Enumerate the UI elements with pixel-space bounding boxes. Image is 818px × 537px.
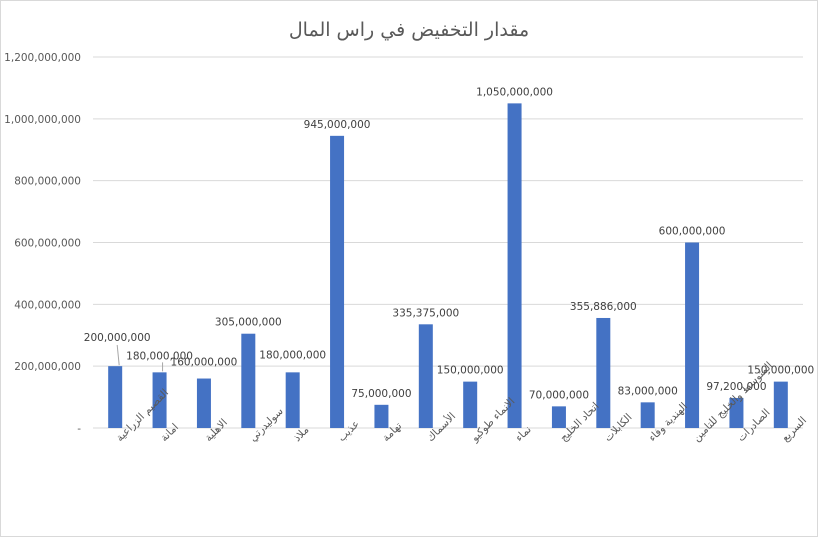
bar	[152, 372, 167, 428]
bar	[241, 333, 256, 428]
data-label: 1,050,000,000	[476, 86, 553, 98]
bar	[285, 372, 300, 428]
bar	[330, 135, 345, 428]
data-label: 945,000,000	[304, 119, 371, 131]
bar	[374, 404, 389, 428]
data-label: 335,375,000	[392, 307, 459, 319]
y-tick-label: 600,000,000	[14, 238, 81, 250]
y-tick-label: 800,000,000	[14, 176, 81, 188]
y-tick-label: -	[77, 423, 81, 435]
data-label: 97,200,000	[706, 381, 766, 393]
data-label: 180,000,000	[126, 350, 193, 362]
data-label: 200,000,000	[84, 332, 151, 344]
bar	[108, 366, 123, 428]
bar	[507, 103, 522, 428]
data-label: 355,886,000	[570, 301, 637, 313]
label-leader-line	[116, 344, 120, 366]
gridlines	[93, 56, 803, 429]
y-axis: - 200,000,000 400,000,000 600,000,000 800,00…	[4, 52, 81, 435]
chart-title: مقدار التخفيض في راس المال	[289, 19, 529, 41]
bar	[773, 381, 788, 428]
y-tick-label: 400,000,000	[14, 299, 81, 311]
bar	[196, 378, 211, 428]
bar	[640, 402, 655, 428]
bar	[596, 317, 611, 428]
bar	[463, 381, 478, 428]
data-label: 150,000,000	[747, 365, 814, 377]
data-label: 305,000,000	[215, 317, 282, 329]
data-label: 70,000,000	[529, 389, 589, 401]
data-label: 600,000,000	[659, 226, 726, 238]
x-tick-label: المتوسط والخليج للتامين	[691, 360, 775, 444]
data-label: 180,000,000	[259, 349, 326, 361]
bar	[729, 397, 744, 428]
bars	[108, 103, 788, 428]
y-tick-label: 1,000,000,000	[4, 114, 81, 126]
data-label: 160,000,000	[171, 357, 238, 369]
data-label: 75,000,000	[351, 388, 411, 400]
data-label: 83,000,000	[618, 385, 678, 397]
bar	[418, 324, 433, 428]
bar	[685, 242, 700, 428]
data-labels: 200,000,000180,000,000160,000,000305,000…	[84, 86, 814, 401]
y-tick-label: 1,200,000,000	[4, 52, 81, 64]
bar	[551, 406, 566, 428]
y-tick-label: 200,000,000	[14, 361, 81, 373]
data-label: 150,000,000	[437, 365, 504, 377]
